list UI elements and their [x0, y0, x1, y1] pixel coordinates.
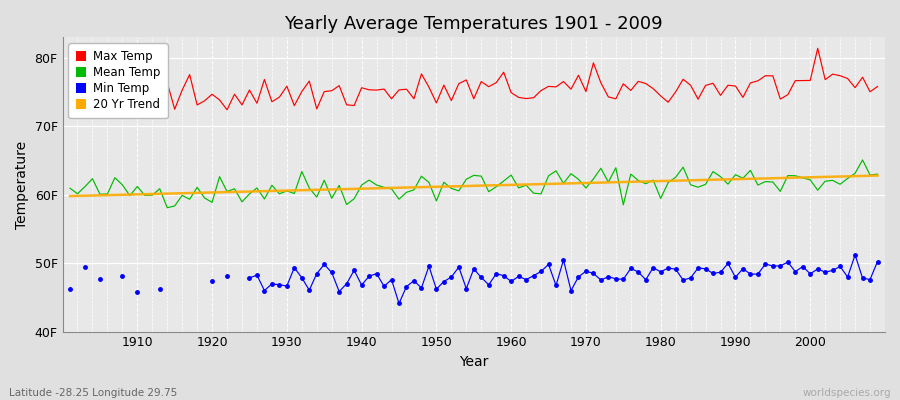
- X-axis label: Year: Year: [459, 355, 489, 369]
- Text: Latitude -28.25 Longitude 29.75: Latitude -28.25 Longitude 29.75: [9, 388, 177, 398]
- Title: Yearly Average Temperatures 1901 - 2009: Yearly Average Temperatures 1901 - 2009: [284, 15, 663, 33]
- Legend: Max Temp, Mean Temp, Min Temp, 20 Yr Trend: Max Temp, Mean Temp, Min Temp, 20 Yr Tre…: [68, 43, 167, 118]
- Y-axis label: Temperature: Temperature: [15, 140, 29, 228]
- Text: worldspecies.org: worldspecies.org: [803, 388, 891, 398]
